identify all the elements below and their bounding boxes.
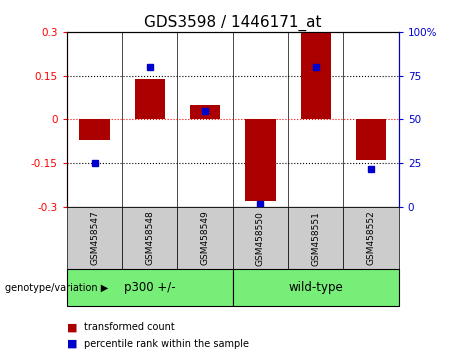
Text: wild-type: wild-type	[289, 281, 343, 294]
Bar	[356, 120, 386, 160]
Bar	[288, 207, 343, 269]
Bar	[245, 120, 276, 201]
Text: GSM458547: GSM458547	[90, 211, 99, 266]
Text: p300 +/-: p300 +/-	[124, 281, 176, 294]
Bar	[122, 207, 177, 269]
Bar	[190, 105, 220, 120]
Bar	[67, 207, 122, 269]
Bar	[343, 207, 399, 269]
Text: genotype/variation ▶: genotype/variation ▶	[5, 282, 108, 293]
Text: GSM458548: GSM458548	[145, 211, 154, 266]
Text: GSM458549: GSM458549	[201, 211, 210, 266]
Bar	[233, 269, 399, 306]
Bar	[135, 79, 165, 120]
Text: GSM458550: GSM458550	[256, 211, 265, 266]
Title: GDS3598 / 1446171_at: GDS3598 / 1446171_at	[144, 14, 322, 30]
Text: transformed count: transformed count	[84, 322, 175, 332]
Bar	[177, 207, 233, 269]
Bar	[67, 269, 233, 306]
Text: GSM458552: GSM458552	[366, 211, 376, 266]
Text: ■: ■	[67, 339, 77, 349]
Bar	[233, 207, 288, 269]
Text: ■: ■	[67, 322, 77, 332]
Bar	[301, 32, 331, 120]
Text: GSM458551: GSM458551	[311, 211, 320, 266]
Text: percentile rank within the sample: percentile rank within the sample	[84, 339, 249, 349]
Bar	[79, 120, 110, 140]
